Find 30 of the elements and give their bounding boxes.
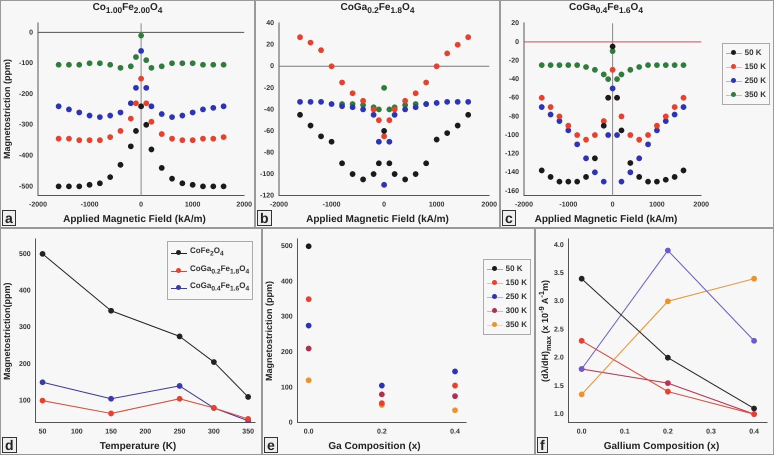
legend-label: 300 K [506, 305, 527, 318]
legend-label: 250 K [506, 291, 527, 304]
chart-title: CoGa$_{0.4}$Fe$_{1.6}$O$_{4}$ [568, 2, 644, 15]
legend-label: 150 K [506, 277, 527, 290]
legend-label: CoGa$_{0.2}$Fe$_{1.8}$O$_{4}$ [190, 262, 250, 278]
x-axis-title: Applied Magnetic Field (kA/m) [534, 214, 678, 225]
x-axis-title: Applied Magnetic Field (kA/m) [306, 214, 449, 225]
x-axis-title: Gallium Composition (x) [602, 441, 720, 452]
legend-label: 150 K [744, 61, 766, 74]
legend-label: 50 K [744, 47, 762, 60]
text: d [2, 437, 17, 453]
text: b [257, 210, 272, 226]
legend-label: 350 K [744, 89, 766, 102]
legend-label: CoFe$_{2}$O$_{4}$ [190, 245, 224, 260]
y-axis-title: Magnetostriction (ppm) [2, 59, 12, 160]
chart-title: CoGa$_{0.2}$Fe$_{1.8}$O$_{4}$ [340, 2, 416, 15]
text: a [2, 210, 16, 226]
text: e [264, 437, 278, 453]
x-axis-title: Ga Composition (x) [327, 441, 422, 452]
chart-title: Co$_{1.00}$Fe$_{2.00}$O$_{4}$ [92, 2, 164, 15]
y-axis-title: Magnetostriction (ppm) [264, 280, 274, 381]
legend-label: 350 K [506, 319, 527, 332]
legend-label: 250 K [744, 75, 766, 88]
legend-label: 50 K [506, 263, 523, 276]
x-axis-title: Temperature (K) [98, 441, 178, 452]
y-axis-title: Magnetostriction(ppm) [2, 282, 12, 380]
text: c [502, 210, 516, 226]
x-axis-title: Applied Magnetic Field (kA/m) [62, 214, 207, 225]
text: f [537, 437, 548, 453]
legend-label: CoGa$_{0.4}$Fe$_{1.6}$O$_{4}$ [190, 280, 250, 295]
